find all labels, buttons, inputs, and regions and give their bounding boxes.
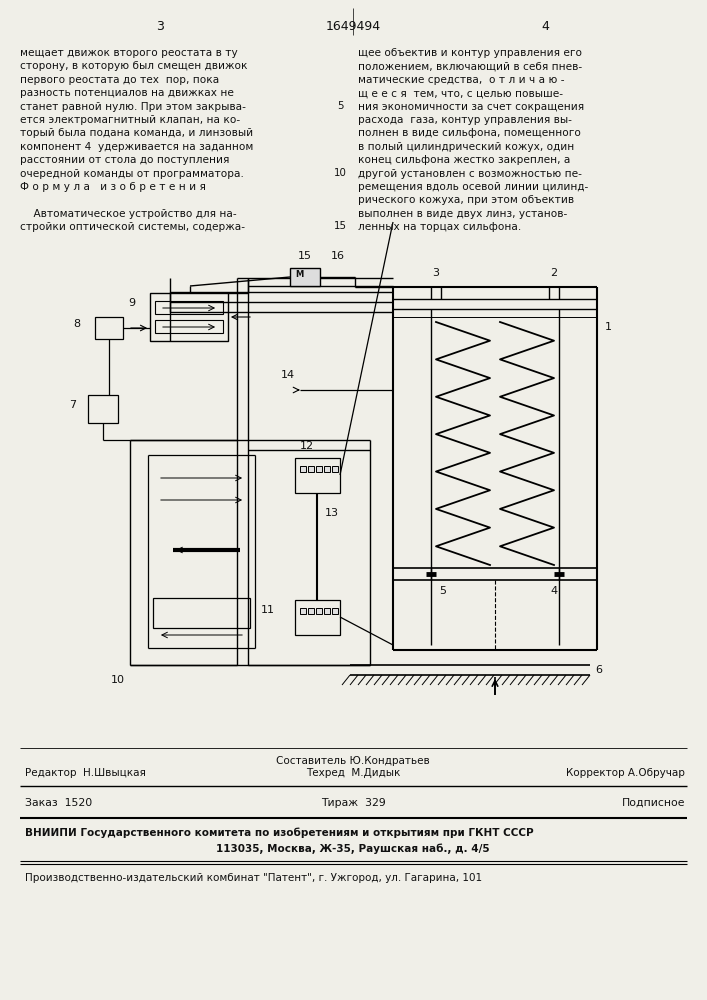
Text: 6: 6 xyxy=(595,665,602,675)
Text: 10: 10 xyxy=(334,168,346,178)
Text: выполнен в виде двух линз, установ-: выполнен в виде двух линз, установ- xyxy=(358,209,567,219)
Bar xyxy=(153,598,250,628)
Text: 16: 16 xyxy=(331,251,345,261)
Text: 14: 14 xyxy=(281,370,295,380)
Text: конец сильфона жестко закреплен, а: конец сильфона жестко закреплен, а xyxy=(358,155,571,165)
Text: 5: 5 xyxy=(337,101,344,111)
Text: компонент 4  удерживается на заданном: компонент 4 удерживается на заданном xyxy=(20,142,253,152)
Bar xyxy=(95,317,123,339)
Text: положением, включающий в себя пнев-: положением, включающий в себя пнев- xyxy=(358,61,582,71)
Text: ВНИИПИ Государственного комитета по изобретениям и открытиям при ГКНТ СССР: ВНИИПИ Государственного комитета по изоб… xyxy=(25,828,534,838)
Text: 11: 11 xyxy=(261,605,275,615)
Text: расстоянии от стола до поступления: расстоянии от стола до поступления xyxy=(20,155,229,165)
Text: очередной команды от программатора.: очередной команды от программатора. xyxy=(20,169,244,179)
Text: в полый цилиндрический кожух, один: в полый цилиндрический кожух, один xyxy=(358,142,574,152)
Text: 15: 15 xyxy=(298,251,312,261)
Text: ленных на торцах сильфона.: ленных на торцах сильфона. xyxy=(358,222,521,232)
Bar xyxy=(332,466,338,472)
Bar xyxy=(88,395,118,423)
Text: Производственно-издательский комбинат "Патент", г. Ужгород, ул. Гагарина, 101: Производственно-издательский комбинат "П… xyxy=(25,873,482,883)
Bar xyxy=(295,600,340,635)
Bar xyxy=(324,466,330,472)
Text: Техред  М.Дидык: Техред М.Дидык xyxy=(306,768,400,778)
Text: 5: 5 xyxy=(440,586,447,596)
Bar xyxy=(316,466,322,472)
Text: расхода  газа, контур управления вы-: расхода газа, контур управления вы- xyxy=(358,115,572,125)
Text: щее объектив и контур управления его: щее объектив и контур управления его xyxy=(358,48,582,58)
Bar xyxy=(332,608,338,614)
Text: сторону, в которую был смещен движок: сторону, в которую был смещен движок xyxy=(20,61,247,71)
Text: стройки оптической системы, содержа-: стройки оптической системы, содержа- xyxy=(20,222,245,232)
Text: станет равной нулю. При этом закрыва-: станет равной нулю. При этом закрыва- xyxy=(20,102,246,112)
Text: 12: 12 xyxy=(300,441,314,451)
Text: 3: 3 xyxy=(156,20,164,33)
Text: ремещения вдоль осевой линии цилинд-: ремещения вдоль осевой линии цилинд- xyxy=(358,182,588,192)
Bar xyxy=(300,466,306,472)
Text: 3: 3 xyxy=(433,268,440,278)
Text: первого реостата до тех  пор, пока: первого реостата до тех пор, пока xyxy=(20,75,219,85)
Text: Заказ  1520: Заказ 1520 xyxy=(25,798,92,808)
Text: торый была подана команда, и линзовый: торый была подана команда, и линзовый xyxy=(20,128,253,138)
Text: ется электромагнитный клапан, на ко-: ется электромагнитный клапан, на ко- xyxy=(20,115,240,125)
Text: Ф о р м у л а   и з о б р е т е н и я: Ф о р м у л а и з о б р е т е н и я xyxy=(20,182,206,192)
Bar xyxy=(155,301,223,314)
Text: Автоматическое устройство для на-: Автоматическое устройство для на- xyxy=(20,209,237,219)
Text: Редактор  Н.Швыцкая: Редактор Н.Швыцкая xyxy=(25,768,146,778)
Text: мещает движок второго реостата в ту: мещает движок второго реостата в ту xyxy=(20,48,238,58)
Text: Корректор А.Обручар: Корректор А.Обручар xyxy=(566,768,685,778)
Bar xyxy=(155,320,223,333)
Text: 10: 10 xyxy=(111,675,125,685)
Bar xyxy=(150,293,228,341)
Bar xyxy=(324,608,330,614)
Bar xyxy=(308,466,314,472)
Text: 7: 7 xyxy=(69,400,76,410)
Text: 1649494: 1649494 xyxy=(325,20,380,33)
Bar xyxy=(308,608,314,614)
Text: M: M xyxy=(295,270,303,279)
Text: полнен в виде сильфона, помещенного: полнен в виде сильфона, помещенного xyxy=(358,128,581,138)
Bar xyxy=(300,608,306,614)
Text: рического кожуха, при этом объектив: рического кожуха, при этом объектив xyxy=(358,195,574,205)
Text: 13: 13 xyxy=(325,508,339,518)
Text: 4: 4 xyxy=(551,586,558,596)
Text: щ е е с я  тем, что, с целью повыше-: щ е е с я тем, что, с целью повыше- xyxy=(358,88,563,98)
Text: Составитель Ю.Кондратьев: Составитель Ю.Кондратьев xyxy=(276,756,430,766)
Text: матические средства,  о т л и ч а ю -: матические средства, о т л и ч а ю - xyxy=(358,75,564,85)
Text: 113035, Москва, Ж-35, Раушская наб., д. 4/5: 113035, Москва, Ж-35, Раушская наб., д. … xyxy=(216,843,490,854)
Bar xyxy=(295,458,340,493)
Bar xyxy=(316,608,322,614)
Text: 4: 4 xyxy=(541,20,549,33)
Text: Подписное: Подписное xyxy=(621,798,685,808)
Text: 9: 9 xyxy=(128,298,135,308)
Bar xyxy=(290,268,320,286)
Text: 1: 1 xyxy=(605,322,612,332)
Text: Тираж  329: Тираж 329 xyxy=(321,798,385,808)
Text: другой установлен с возможностью пе-: другой установлен с возможностью пе- xyxy=(358,169,582,179)
Text: 2: 2 xyxy=(551,268,558,278)
Text: разность потенциалов на движках не: разность потенциалов на движках не xyxy=(20,88,234,98)
Text: 8: 8 xyxy=(73,319,80,329)
Text: 15: 15 xyxy=(334,221,346,231)
Text: ния экономичности за счет сокращения: ния экономичности за счет сокращения xyxy=(358,102,584,112)
